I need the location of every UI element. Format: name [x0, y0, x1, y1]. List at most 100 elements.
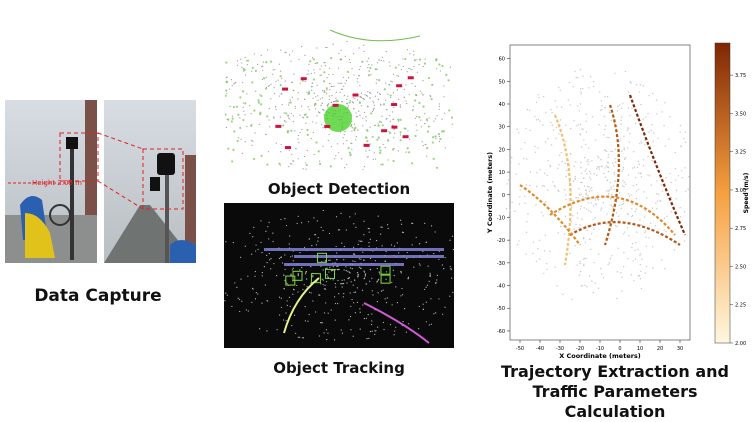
background-point [560, 119, 561, 120]
background-point [527, 213, 528, 214]
lidar-point [387, 297, 388, 298]
lidar-point [317, 85, 318, 86]
background-point [586, 173, 587, 174]
colorbar-tick-label: 2.00 [735, 341, 746, 347]
lidar-point [363, 234, 364, 235]
lidar-point [290, 163, 291, 164]
background-point [597, 194, 598, 195]
lidar-point [391, 81, 392, 82]
y-tick-label: 20 [499, 147, 505, 153]
y-axis-label: Y Coordinate (meters) [486, 152, 494, 234]
lidar-point [329, 83, 330, 84]
background-point [580, 182, 581, 183]
lidar-point [317, 100, 318, 101]
lidar-point [366, 140, 368, 142]
lidar-point [452, 292, 453, 293]
lidar-point [370, 239, 371, 240]
background-point [510, 162, 511, 163]
lidar-point [344, 269, 345, 270]
background-point [617, 271, 618, 272]
background-point [632, 167, 633, 168]
lidar-point [380, 234, 381, 235]
lidar-point [309, 109, 310, 110]
background-point [526, 221, 527, 222]
lidar-point [376, 240, 377, 241]
lidar-point [255, 244, 256, 245]
background-point [581, 128, 582, 129]
background-point [590, 211, 591, 212]
lidar-point [332, 74, 333, 75]
lidar-point [372, 331, 373, 332]
lidar-point [346, 164, 347, 165]
lidar-point [297, 223, 298, 224]
lidar-point [393, 129, 394, 130]
lidar-point [408, 323, 409, 324]
lidar-point [231, 79, 232, 80]
background-point [570, 191, 571, 192]
lidar-point [450, 67, 451, 68]
lidar-point [293, 74, 294, 75]
lidar-point [387, 94, 388, 95]
background-point [652, 267, 653, 268]
lidar-point [330, 165, 332, 167]
lidar-point [331, 309, 332, 310]
lidar-point [323, 210, 324, 211]
background-point [625, 184, 626, 185]
lidar-point [340, 83, 341, 84]
lidar-point [413, 267, 414, 268]
lidar-point [417, 72, 418, 73]
background-point [614, 172, 615, 173]
lidar-point [311, 245, 312, 246]
lidar-point [362, 304, 363, 305]
lidar-point [383, 329, 384, 330]
background-point [582, 75, 583, 76]
lidar-point [245, 57, 246, 58]
lidar-point [436, 167, 438, 169]
lidar-point [315, 96, 316, 97]
lidar-point [435, 282, 436, 283]
lidar-point [378, 215, 379, 216]
lidar-point [280, 219, 281, 220]
background-point [586, 114, 587, 115]
lidar-point [322, 146, 323, 147]
background-point [579, 110, 580, 111]
lidar-point [336, 99, 338, 101]
background-point [565, 125, 566, 126]
lidar-point [323, 110, 324, 111]
background-point [538, 94, 539, 95]
caption: Object Tracking [224, 359, 454, 377]
lidar-point [313, 58, 315, 60]
lidar-point [379, 93, 380, 94]
y-tick-label: 60 [499, 57, 505, 63]
lidar-point [329, 99, 330, 100]
background-point [665, 231, 666, 232]
background-point [558, 232, 559, 233]
background-point [593, 262, 594, 263]
background-point [588, 87, 589, 88]
background-point [546, 263, 547, 264]
lidar-point [281, 298, 282, 299]
background-point [577, 217, 578, 218]
lidar-point [419, 243, 420, 244]
lidar-point [251, 145, 252, 146]
background-point [517, 129, 518, 130]
detection-box [408, 76, 414, 79]
lidar-point [251, 302, 252, 303]
background-point [538, 119, 539, 120]
lidar-point [274, 93, 275, 94]
lidar-point [290, 130, 292, 132]
background-point [580, 91, 581, 92]
lidar-point [325, 289, 326, 290]
lidar-point [355, 213, 356, 214]
background-point [555, 267, 556, 268]
background-point [578, 227, 579, 228]
lidar-point [346, 99, 347, 100]
lidar-point [316, 115, 317, 116]
lidar-point [373, 109, 374, 110]
lidar-point [418, 102, 420, 104]
lidar-point [443, 130, 445, 132]
background-point [601, 100, 602, 101]
lidar-point [374, 152, 375, 153]
background-point [660, 200, 661, 201]
lidar-point [439, 103, 440, 104]
